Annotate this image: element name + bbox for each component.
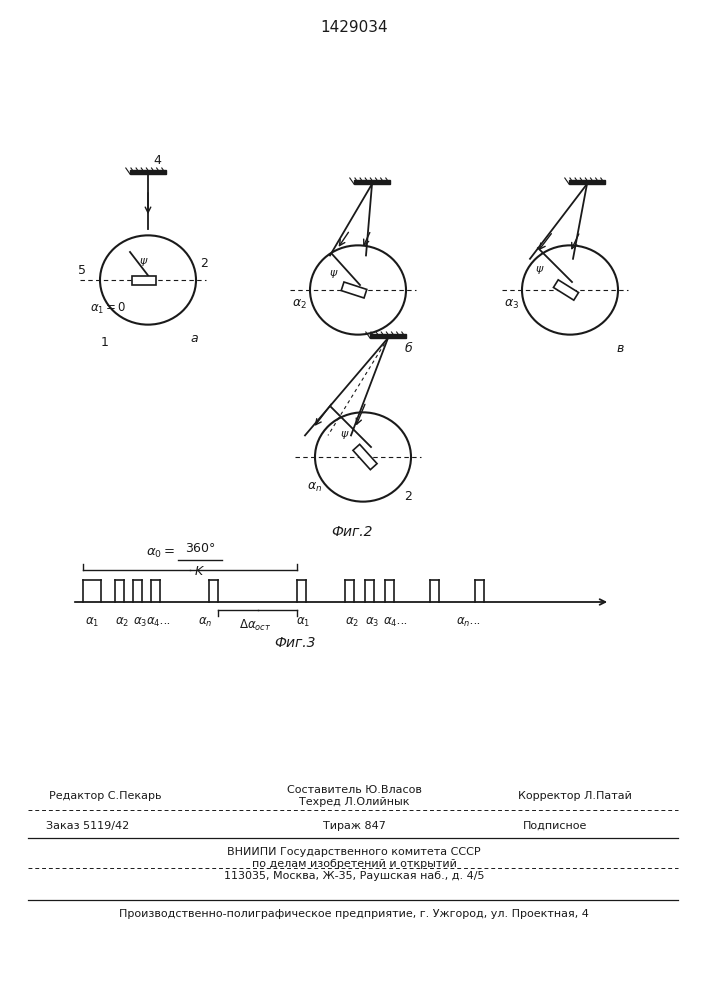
Text: 2: 2	[404, 490, 412, 504]
Text: по делам изобретений и открытий: по делам изобретений и открытий	[252, 859, 457, 869]
Polygon shape	[341, 282, 367, 298]
Text: $\alpha_4$...: $\alpha_4$...	[146, 616, 170, 629]
Text: 1429034: 1429034	[320, 20, 388, 35]
Text: a: a	[190, 332, 198, 344]
Text: б: б	[404, 342, 412, 355]
Text: Фиг.3: Фиг.3	[274, 636, 316, 650]
Text: 5: 5	[78, 263, 86, 276]
Text: $\alpha_1$: $\alpha_1$	[85, 616, 99, 629]
Text: в: в	[617, 342, 624, 355]
Text: Техред Л.Олийнык: Техред Л.Олийнык	[299, 797, 409, 807]
Text: 113035, Москва, Ж-35, Раушская наб., д. 4/5: 113035, Москва, Ж-35, Раушская наб., д. …	[223, 871, 484, 881]
Text: $\alpha_4$...: $\alpha_4$...	[382, 616, 407, 629]
Text: $360°$: $360°$	[185, 542, 216, 555]
Text: $\alpha_n$...: $\alpha_n$...	[455, 616, 481, 629]
Text: $\psi$: $\psi$	[535, 264, 545, 276]
Text: $\alpha_1$: $\alpha_1$	[296, 616, 310, 629]
Text: $\alpha_3$: $\alpha_3$	[133, 616, 147, 629]
Text: $K$: $K$	[194, 565, 206, 578]
Text: 1: 1	[101, 336, 109, 349]
Text: $\alpha_0{=}$: $\alpha_0{=}$	[146, 547, 175, 560]
Text: $\alpha_2$: $\alpha_2$	[292, 297, 307, 311]
Polygon shape	[132, 275, 156, 284]
Text: ВНИИПИ Государственного комитета СССР: ВНИИПИ Государственного комитета СССР	[227, 847, 481, 857]
Text: Редактор С.Пекарь: Редактор С.Пекарь	[49, 791, 161, 801]
Bar	[569, 180, 605, 184]
Text: $\alpha_n$: $\alpha_n$	[307, 480, 322, 494]
Polygon shape	[554, 280, 578, 300]
Text: Производственно-полиграфическое предприятие, г. Ужгород, ул. Проектная, 4: Производственно-полиграфическое предприя…	[119, 909, 589, 919]
Bar	[354, 180, 390, 184]
Text: 4: 4	[153, 154, 161, 167]
Text: $\alpha_2$: $\alpha_2$	[345, 616, 359, 629]
Text: $\alpha_2$: $\alpha_2$	[115, 616, 129, 629]
Text: $\alpha_n$: $\alpha_n$	[198, 616, 212, 629]
Text: Подписное: Подписное	[522, 821, 588, 831]
Text: Заказ 5119/42: Заказ 5119/42	[47, 821, 129, 831]
Bar	[130, 170, 166, 174]
Text: $\psi$: $\psi$	[139, 256, 148, 268]
Text: $\alpha_1{=}0$: $\alpha_1{=}0$	[90, 300, 127, 316]
Text: $\alpha_3$: $\alpha_3$	[504, 297, 519, 311]
Text: $\alpha_3$: $\alpha_3$	[365, 616, 379, 629]
Text: $\psi$: $\psi$	[329, 268, 339, 280]
Text: Фиг.2: Фиг.2	[332, 525, 373, 539]
Text: Тираж 847: Тираж 847	[322, 821, 385, 831]
Bar	[370, 334, 406, 338]
Text: Корректор Л.Патай: Корректор Л.Патай	[518, 791, 632, 801]
Text: $\Delta\alpha_{ост}$: $\Delta\alpha_{ост}$	[239, 618, 271, 633]
Text: Составитель Ю.Власов: Составитель Ю.Власов	[286, 785, 421, 795]
Text: 2: 2	[200, 257, 208, 270]
Text: $\psi$: $\psi$	[340, 429, 350, 441]
Polygon shape	[353, 444, 377, 470]
